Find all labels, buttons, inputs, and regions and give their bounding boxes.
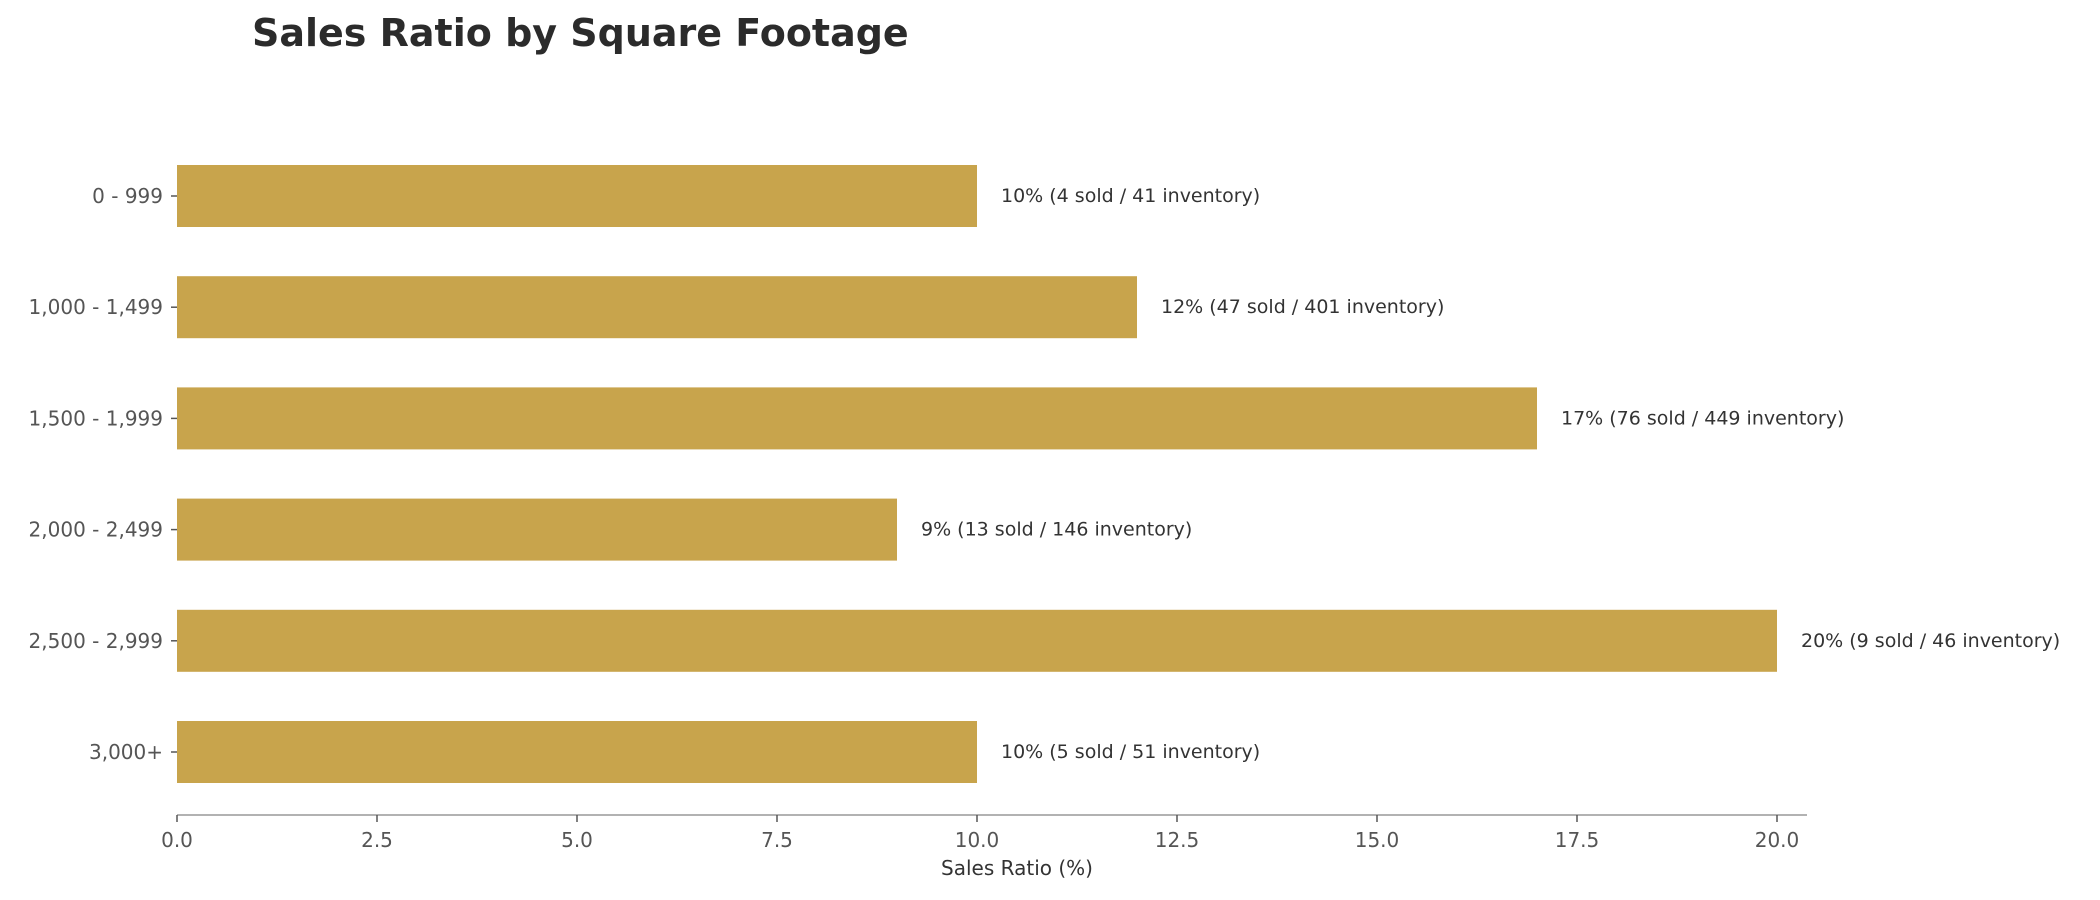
bar [177,498,897,561]
x-ticks: 0.0 2.5 5.0 7.5 10.0 12.5 15.0 17.5 20.0 [161,815,1799,852]
bar [177,721,977,783]
y-tick-label: 0 - 999 [92,184,163,208]
x-tick-label: 15.0 [1355,828,1400,852]
bar [177,276,1137,339]
bar [177,165,977,227]
data-label: 9% (13 sold / 146 inventory) [921,519,1192,541]
data-label: 17% (76 sold / 449 inventory) [1561,407,1844,429]
data-label: 10% (4 sold / 41 inventory) [1001,185,1260,207]
y-tick-label: 1,500 - 1,999 [29,406,163,430]
x-axis-title: Sales Ratio (%) [941,856,1093,880]
bar [177,387,1537,450]
y-tick-label: 2,000 - 2,499 [29,518,163,542]
x-tick-label: 10.0 [955,828,1000,852]
x-tick-label: 7.5 [761,828,793,852]
y-tick-label: 3,000+ [89,740,163,764]
data-label: 12% (47 sold / 401 inventory) [1161,296,1444,318]
data-label: 20% (9 sold / 46 inventory) [1801,630,2060,652]
bars-layer [177,165,1777,783]
data-label: 10% (5 sold / 51 inventory) [1001,741,1260,763]
chart-title: Sales Ratio by Square Footage [252,11,909,55]
x-tick-label: 12.5 [1155,828,1200,852]
bar [177,609,1777,672]
x-tick-label: 17.5 [1555,828,1600,852]
x-tick-label: 2.5 [361,828,393,852]
y-tick-label: 1,000 - 1,499 [29,295,163,319]
y-tick-label: 2,500 - 2,999 [29,629,163,653]
x-tick-label: 20.0 [1755,828,1800,852]
x-tick-label: 0.0 [161,828,193,852]
data-labels: 10% (4 sold / 41 inventory) 12% (47 sold … [921,185,2060,763]
y-tick-labels: 0 - 999 1,000 - 1,499 1,500 - 1,999 2,000 -… [29,184,177,764]
x-tick-label: 5.0 [561,828,593,852]
